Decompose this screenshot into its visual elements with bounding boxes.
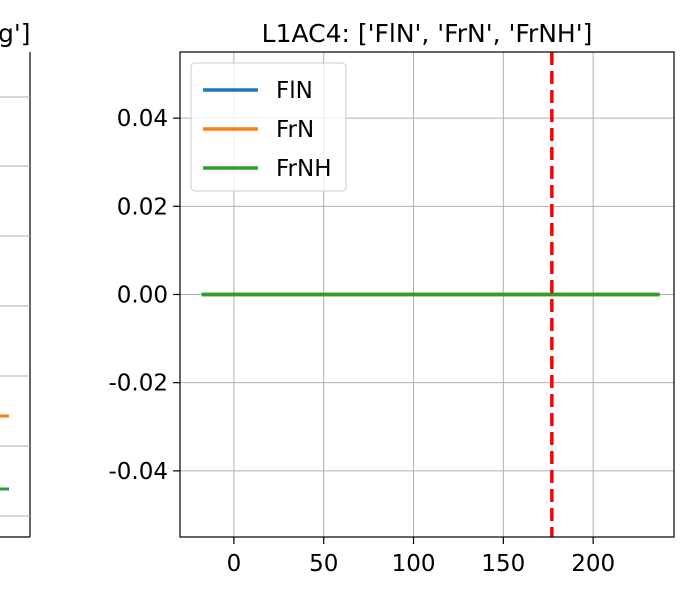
y-tick-label: -0.02 — [108, 371, 168, 397]
axis-ticks: 0 50 100 150 200 0.04 0.02 0.00 -0.02 -0.04 — [108, 106, 615, 577]
right-panel: L1AC4: ['FlN', 'FrN', 'FrNH'] 0 50 100 150 2… — [108, 19, 675, 577]
legend: FlN FrN FrNH — [190, 62, 347, 192]
x-tick-label: 100 — [392, 551, 436, 577]
x-tick-label: 50 — [309, 551, 338, 577]
legend-box — [190, 62, 347, 192]
y-tick-label: 0.00 — [117, 283, 168, 309]
legend-label-fln: FlN — [276, 78, 313, 104]
legend-items: FlN FrN FrNH — [203, 78, 332, 182]
chart-title: L1AC4: ['FlN', 'FrN', 'FrNH'] — [262, 19, 593, 48]
x-tick-label: 0 — [227, 551, 242, 577]
left-panel: g'] — [0, 19, 31, 538]
y-tick-label: 0.02 — [117, 194, 168, 220]
y-tick-label: 0.04 — [117, 106, 168, 132]
y-tick-label: -0.04 — [108, 459, 168, 485]
x-tick-label: 200 — [571, 551, 615, 577]
legend-label-frnh: FrNH — [276, 156, 332, 182]
x-tick-label: 150 — [481, 551, 525, 577]
legend-label-frn: FrN — [276, 117, 314, 143]
left-panel-title-fragment: g'] — [0, 19, 31, 48]
